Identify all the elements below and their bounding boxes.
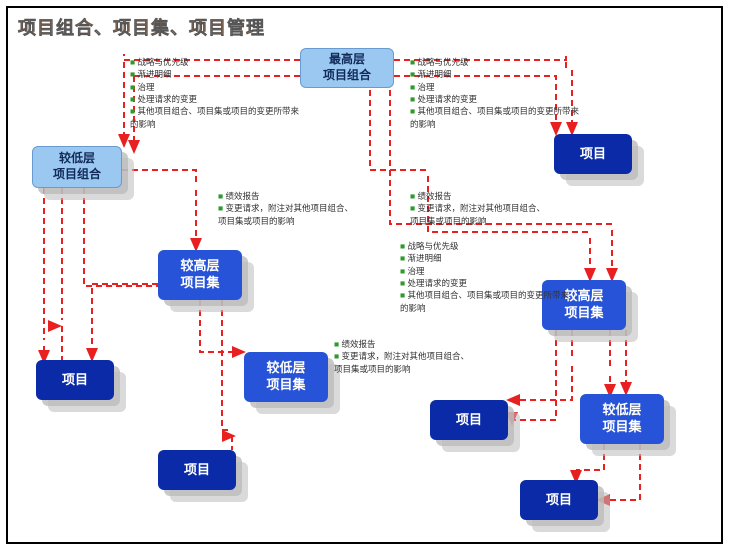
bullet-b5: 战略与优先级渐进明细治理处理请求的变更其他项目组合、项目集或项目的变更所带来的影… [400,240,570,314]
node-box: 项目 [430,400,508,440]
bullet-b1: 战略与优先级渐进明细治理处理请求的变更其他项目组合、项目集或项目的变更所带来的影… [130,56,300,130]
node-project_r_mid: 项目 [430,400,508,440]
node-project_r_bot: 项目 [520,480,598,520]
node-low_progset_left: 较低层项目集 [244,352,328,402]
node-project_l1: 项目 [36,360,114,400]
node-project_top_right: 项目 [554,134,632,174]
node-box: 项目 [520,480,598,520]
node-box: 项目 [158,450,236,490]
node-box: 项目 [36,360,114,400]
node-box: 较低层项目集 [244,352,328,402]
node-box: 最高层项目组合 [300,48,394,88]
node-top_portfolio: 最高层项目组合 [300,48,394,88]
node-box: 较低层项目组合 [32,146,122,188]
bullet-b4: 绩效报告变更请求，附注对其他项目组合、项目集或项目的影响 [410,190,550,227]
node-low_progset_right: 较低层项目集 [580,394,664,444]
node-box: 较低层项目集 [580,394,664,444]
node-box: 较高层项目集 [158,250,242,300]
diagram-title: 项目组合、项目集、项目管理 [18,14,265,40]
bullet-b2: 战略与优先级渐进明细治理处理请求的变更其他项目组合、项目集或项目的变更所带来的影… [410,56,580,130]
node-box: 项目 [554,134,632,174]
node-project_l2: 项目 [158,450,236,490]
bullet-b3: 绩效报告变更请求，附注对其他项目组合、项目集或项目的影响 [218,190,358,227]
node-high_progset_left: 较高层项目集 [158,250,242,300]
node-low_portfolio: 较低层项目组合 [32,146,122,188]
bullet-b6: 绩效报告变更请求，附注对其他项目组合、项目集或项目的影响 [334,338,474,375]
